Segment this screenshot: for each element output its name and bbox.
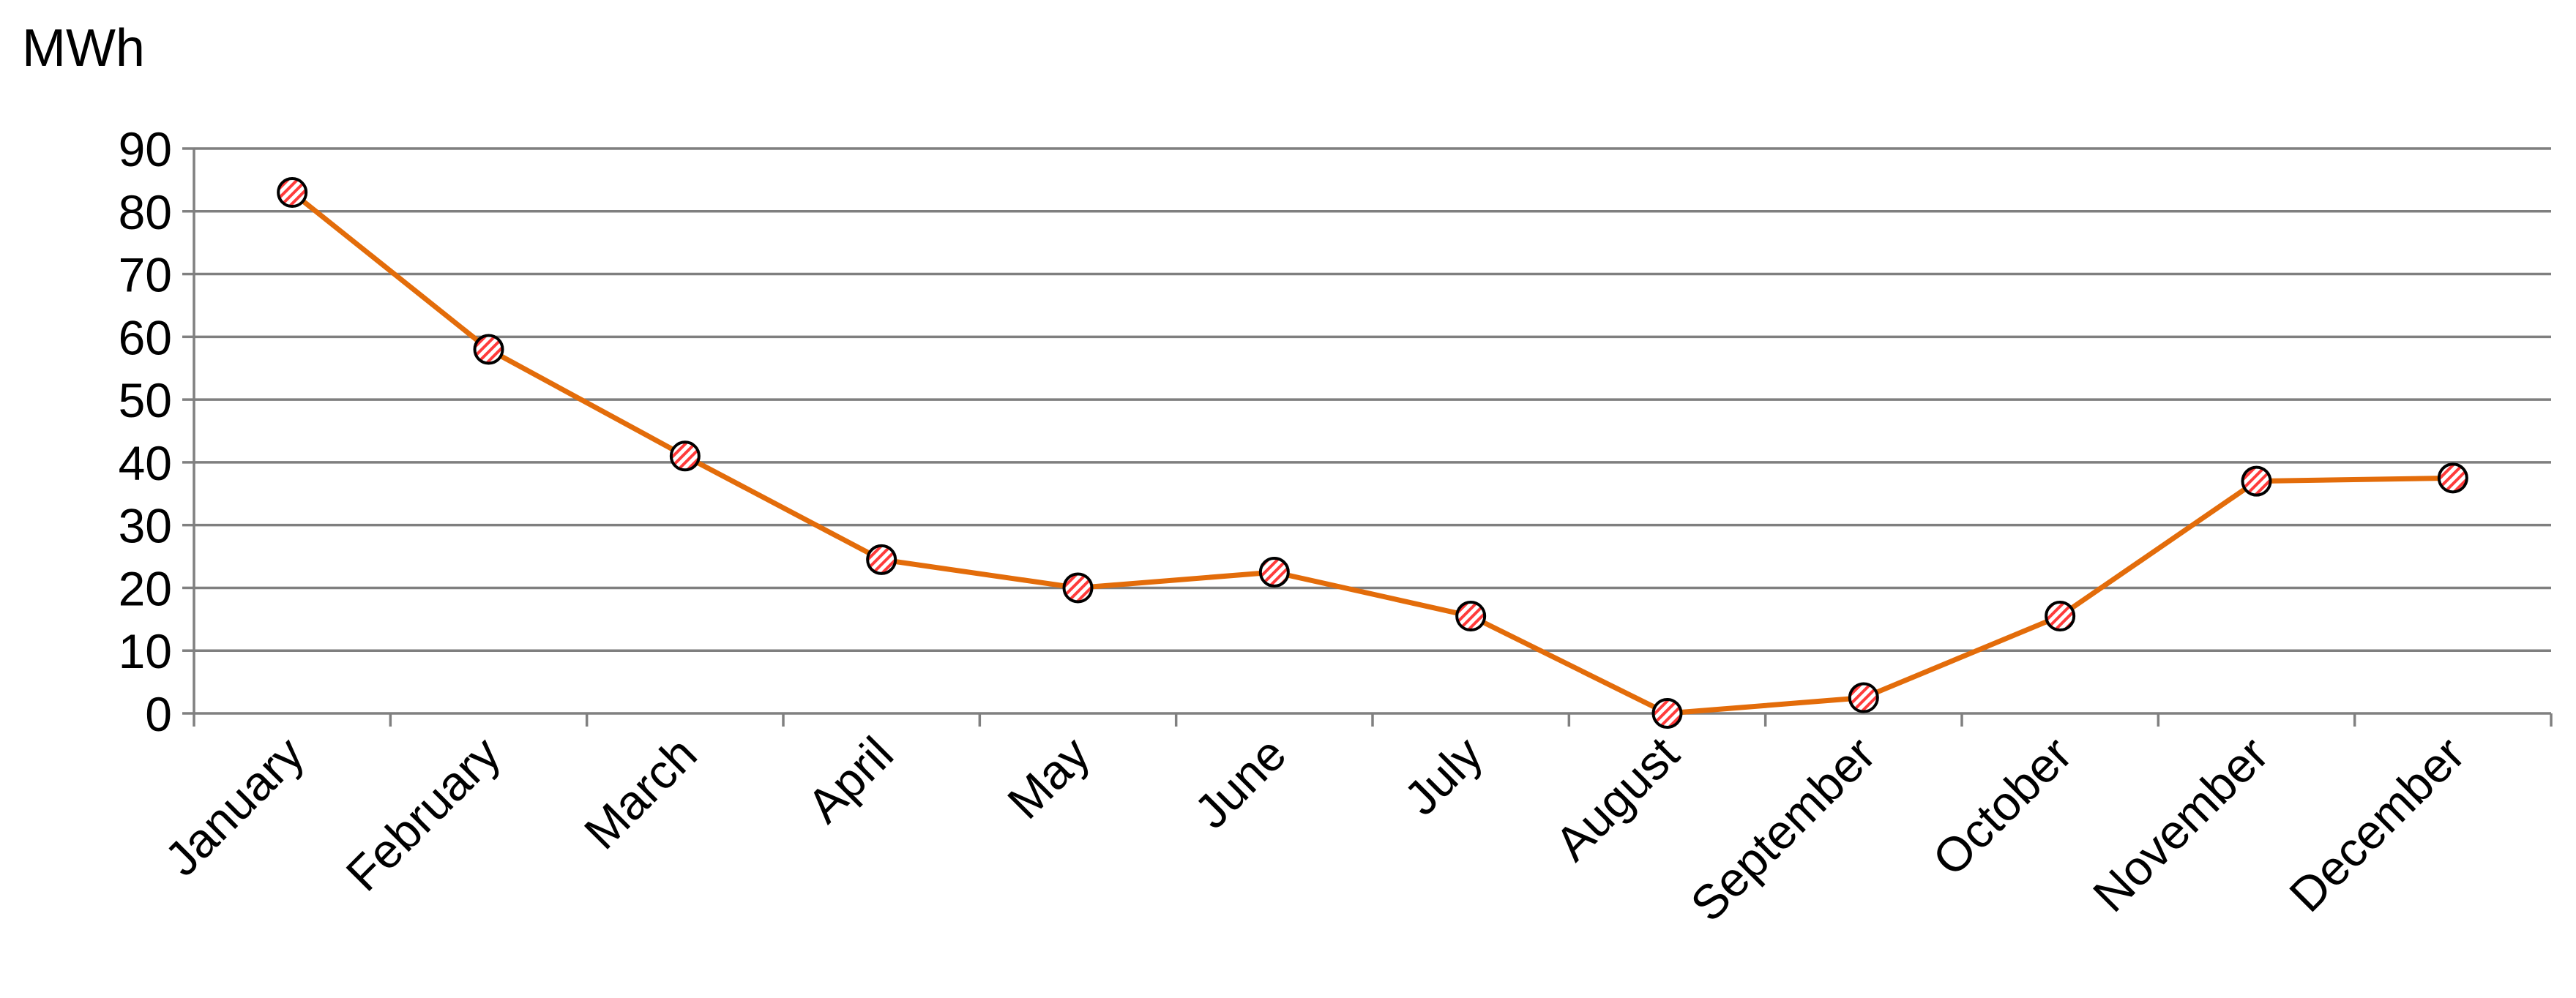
y-tick-label: 20 (119, 561, 172, 615)
y-axis-label: MWh (22, 19, 145, 78)
series-line-layer (289, 190, 2456, 716)
y-tick-label: 30 (119, 499, 172, 553)
data-point (1062, 572, 1094, 604)
tick-labels: 0 10 20 30 40 50 60 70 80 90 January February March A… (119, 122, 2475, 931)
data-point (866, 544, 897, 575)
x-tick-label: October (1922, 727, 2082, 886)
x-tick-label: November (2083, 727, 2279, 923)
x-tick-label: January (154, 727, 314, 886)
data-point (1848, 682, 1879, 713)
gridlines (194, 147, 2551, 652)
x-tick-label: May (997, 727, 1100, 829)
data-point (473, 334, 504, 365)
data-point (277, 177, 308, 209)
data-point (2241, 465, 2272, 497)
x-tick-label: April (796, 727, 903, 833)
x-tick-label: August (1545, 727, 1690, 871)
data-markers (277, 177, 2468, 729)
data-point (1651, 698, 1683, 729)
data-point (669, 440, 701, 472)
data-point (2045, 601, 2076, 632)
x-tick-label: June (1184, 727, 1296, 839)
x-tick-label: February (335, 727, 510, 901)
y-tick-label: 40 (119, 436, 172, 490)
x-tick-label: September (1680, 727, 1886, 932)
data-point (2437, 462, 2468, 494)
y-tick-label: 90 (119, 122, 172, 176)
x-tick-label: March (574, 727, 707, 860)
series-line (289, 190, 2456, 716)
y-tick-label: 60 (119, 310, 172, 364)
x-tick-label: December (2279, 727, 2475, 923)
data-point (1258, 557, 1290, 588)
y-tick-label: 50 (119, 373, 172, 427)
y-tick-label: 10 (119, 624, 172, 678)
data-point (1455, 601, 1487, 632)
y-tick-label: 80 (119, 185, 172, 239)
y-tick-label: 70 (119, 248, 172, 302)
axes (182, 147, 2553, 727)
y-tick-label: 0 (145, 687, 172, 741)
x-tick-label: July (1394, 727, 1493, 825)
